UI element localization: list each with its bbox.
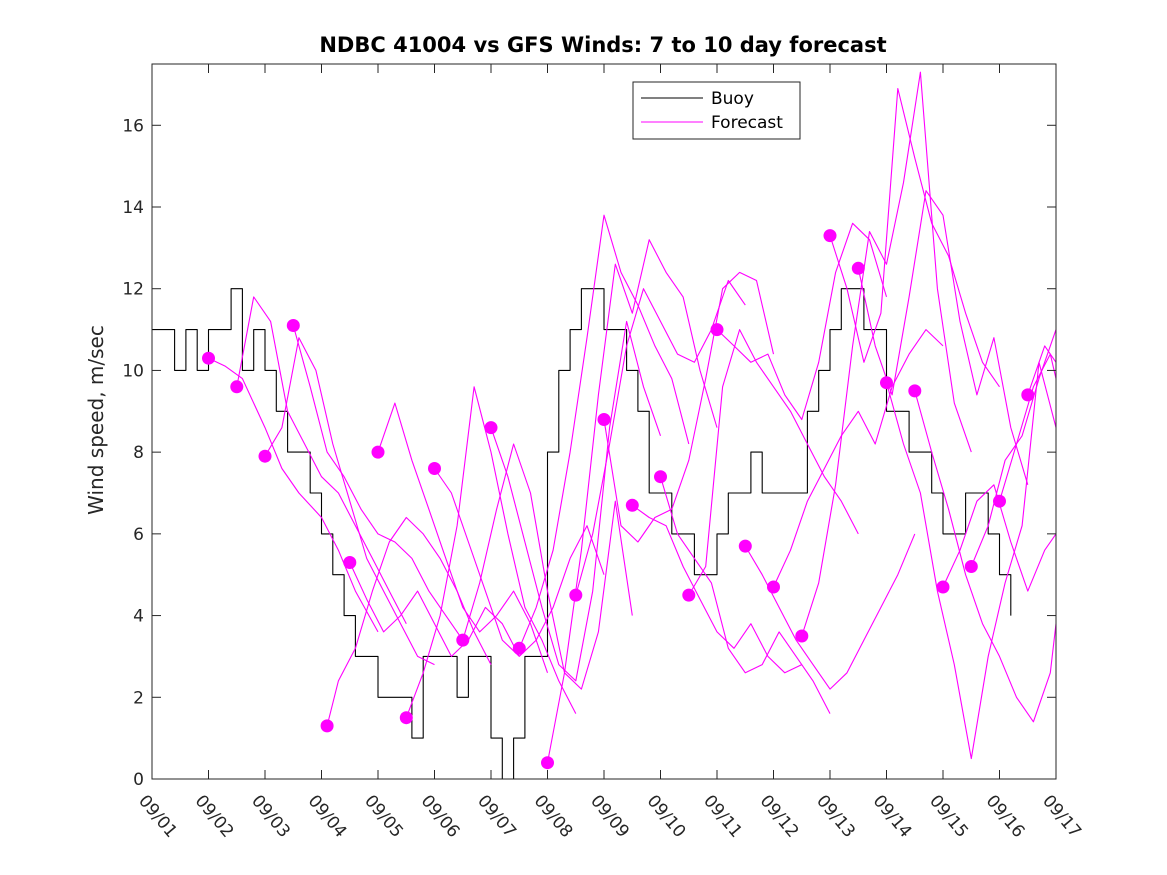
y-tick-label: 12 bbox=[122, 280, 144, 300]
y-tick-label: 16 bbox=[122, 116, 144, 136]
forecast-start-marker bbox=[230, 380, 244, 394]
y-tick-label: 6 bbox=[133, 525, 144, 545]
series-forecast-line-7 bbox=[377, 402, 549, 673]
forecast-start-marker bbox=[371, 445, 385, 459]
series-forecast-line-30 bbox=[1027, 345, 1056, 396]
series-forecast-line-8 bbox=[405, 386, 577, 718]
y-tick-label: 2 bbox=[133, 688, 144, 708]
y-tick-label: 14 bbox=[122, 198, 144, 218]
chart-title: NDBC 41004 vs GFS Winds: 7 to 10 day for… bbox=[319, 33, 886, 57]
forecast-start-marker bbox=[654, 470, 667, 484]
series-forecast-line-22 bbox=[801, 71, 972, 637]
series-forecast-line-19 bbox=[716, 222, 888, 421]
y-axis-label: Wind speed, m/sec bbox=[84, 325, 108, 515]
series-forecast-line-12 bbox=[518, 214, 690, 649]
series-forecast-line-2 bbox=[236, 296, 407, 624]
series-forecast-line-15 bbox=[603, 271, 775, 543]
series-forecast-line-27 bbox=[942, 484, 1056, 592]
legend-label-forecast: Forecast bbox=[711, 113, 783, 133]
series-buoy-line bbox=[152, 288, 1012, 779]
forecast-start-marker bbox=[823, 229, 837, 243]
forecast-start-marker bbox=[569, 588, 583, 602]
series-forecast-line-25 bbox=[885, 361, 1056, 760]
forecast-start-marker bbox=[286, 319, 300, 332]
forecast-start-marker bbox=[541, 756, 554, 770]
forecast-start-marker bbox=[258, 449, 272, 463]
forecast-start-marker bbox=[399, 711, 413, 725]
series-forecast-line-11 bbox=[490, 320, 662, 682]
forecast-start-marker bbox=[343, 556, 357, 569]
forecast-start-marker bbox=[710, 323, 724, 337]
series-forecast-line-18 bbox=[688, 329, 859, 596]
forecast-start-marker bbox=[908, 384, 922, 398]
y-tick-label: 0 bbox=[133, 770, 144, 790]
series-forecast-line-4 bbox=[292, 325, 464, 641]
forecast-start-marker bbox=[795, 629, 809, 643]
forecast-start-marker bbox=[625, 498, 639, 512]
forecast-start-marker bbox=[738, 539, 752, 553]
legend-label-buoy: Buoy bbox=[711, 89, 754, 109]
forecast-start-marker bbox=[993, 494, 1006, 508]
forecast-start-marker bbox=[851, 261, 865, 275]
forecast-start-marker bbox=[512, 641, 526, 655]
series-forecast-line-6 bbox=[349, 562, 520, 657]
series-forecast-line-5 bbox=[326, 516, 492, 727]
forecast-start-marker bbox=[682, 588, 696, 602]
series-forecast-line-21 bbox=[773, 329, 944, 588]
y-tick-label: 10 bbox=[122, 361, 144, 381]
forecast-start-marker bbox=[428, 462, 441, 475]
series-forecast-line-14 bbox=[575, 279, 746, 596]
series-forecast-line-9 bbox=[434, 468, 605, 657]
forecast-start-marker bbox=[456, 633, 470, 647]
forecast-start-marker bbox=[964, 560, 978, 573]
y-axis: 0 2 4 6 8 10 12 14 16 bbox=[122, 116, 1056, 790]
legend: Buoy Forecast bbox=[632, 81, 801, 140]
marker-layer bbox=[202, 229, 1035, 770]
series-forecast-line-26 bbox=[914, 390, 1056, 723]
series-forecast-line-23 bbox=[829, 87, 1000, 388]
forecast-start-marker bbox=[936, 580, 950, 594]
legend-box bbox=[632, 81, 801, 140]
forecast-start-marker bbox=[597, 413, 611, 426]
series-forecast-line-16 bbox=[631, 504, 803, 674]
y-tick-label: 8 bbox=[133, 443, 144, 463]
forecast-start-marker bbox=[1021, 388, 1035, 402]
series-forecast-line-29 bbox=[998, 353, 1056, 502]
series-layer bbox=[152, 71, 1056, 779]
forecast-start-marker bbox=[202, 351, 215, 365]
forecast-start-marker bbox=[880, 376, 893, 390]
y-tick-label: 4 bbox=[133, 607, 144, 627]
series-forecast-line-20 bbox=[744, 533, 916, 690]
series-forecast-line-17 bbox=[659, 476, 831, 714]
forecast-start-marker bbox=[767, 580, 780, 594]
forecast-start-marker bbox=[484, 421, 498, 435]
forecast-start-marker bbox=[320, 719, 334, 733]
series-forecast-line-1 bbox=[208, 357, 379, 633]
series-forecast-line-3 bbox=[264, 337, 435, 666]
series-forecast-line-10 bbox=[462, 443, 633, 690]
